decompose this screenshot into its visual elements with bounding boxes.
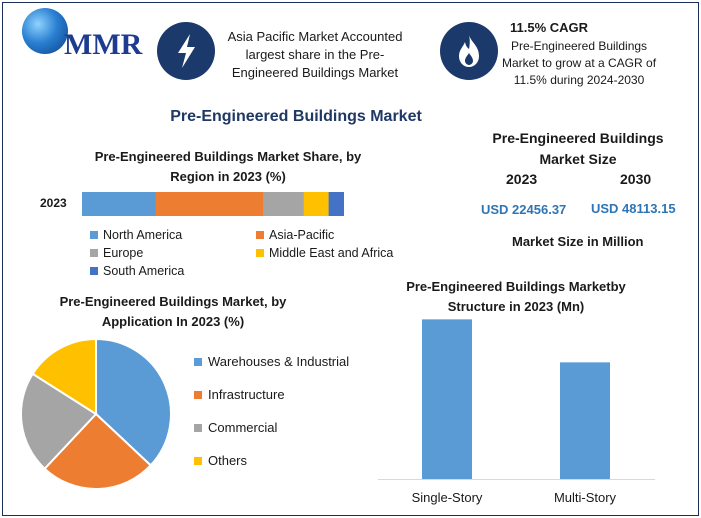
- globe-logo-icon: [22, 8, 68, 54]
- legend-swatch: [90, 249, 98, 257]
- highlight-asia-pacific: Asia Pacific Market Accounted largest sh…: [227, 29, 403, 80]
- region-bar-segment-south-america: [328, 192, 344, 216]
- pie-slice-infrastructure: [43, 412, 153, 490]
- pie-slice-commercial: [20, 372, 98, 471]
- legend-label: Asia-Pacific: [269, 228, 335, 242]
- market-size-year-2030: 2030: [620, 171, 652, 187]
- region-bar-segment-europe: [263, 192, 304, 216]
- legend-swatch: [256, 249, 264, 257]
- pie-slice-others: [31, 337, 97, 416]
- legend-label: Infrastructure: [208, 387, 285, 402]
- region-legend-item-asia-pacific: Asia-Pacific: [256, 228, 334, 242]
- region-legend-item-europe: Europe: [90, 246, 143, 260]
- legend-swatch: [90, 267, 98, 275]
- legend-swatch: [256, 231, 264, 239]
- structure-bar-single-story: [422, 319, 472, 479]
- region-chart-category: 2023: [40, 196, 67, 210]
- legend-label: South America: [103, 264, 185, 278]
- legend-label: Warehouses & Industrial: [208, 354, 350, 369]
- legend-swatch: [194, 456, 202, 465]
- legend-label: North America: [103, 228, 183, 242]
- legend-swatch: [194, 390, 202, 399]
- region-bar-segment-north-america: [82, 192, 156, 216]
- page-title: Pre-Engineered Buildings Market: [170, 108, 422, 125]
- application-legend-item-infrastructure: Infrastructure: [194, 387, 285, 402]
- legend-label: Europe: [103, 246, 144, 260]
- market-size-year-2023: 2023: [506, 171, 538, 187]
- legend-label: Others: [208, 453, 248, 468]
- application-legend-item-warehouses-industrial: Warehouses & Industrial: [194, 354, 349, 369]
- legend-swatch: [194, 423, 202, 432]
- market-size-note: Market Size in Million: [512, 234, 644, 249]
- legend-label: Middle East and Africa: [269, 246, 394, 260]
- lightning-icon: [157, 22, 215, 80]
- market-size-title: Pre-Engineered Buildings Market Size: [492, 130, 664, 167]
- pie-slice-warehouses-industrial: [95, 337, 172, 467]
- region-bar-segment-asia-pacific: [155, 192, 264, 216]
- region-legend-item-south-america: South America: [90, 264, 184, 278]
- market-size-value-2030: USD 48113.15: [591, 201, 676, 216]
- cagr-title: 11.5% CAGR: [510, 20, 589, 35]
- legend-label: Commercial: [208, 420, 278, 435]
- application-chart-title: Pre-Engineered Buildings Market, by Appl…: [59, 294, 287, 329]
- market-size-value-2023: USD 22456.37: [481, 202, 567, 217]
- cagr-text: Pre-Engineered Buildings Market to grow …: [501, 39, 657, 87]
- logo-text: MMR: [64, 28, 143, 61]
- structure-chart-title: Pre-Engineered Buildings Marketby Struct…: [406, 279, 626, 314]
- structure-category-label-single-story: Single-Story: [411, 490, 483, 505]
- region-legend-item-middle-east-and-africa: Middle East and Africa: [256, 246, 393, 260]
- structure-bar-multi-story: [560, 362, 610, 479]
- legend-swatch: [194, 357, 202, 366]
- application-legend-item-others: Others: [194, 453, 247, 468]
- structure-category-label-multi-story: Multi-Story: [553, 490, 617, 505]
- flame-icon: [440, 22, 498, 80]
- region-bar-segment-middle-east-and-africa: [303, 192, 329, 216]
- legend-swatch: [90, 231, 98, 239]
- application-legend-item-commercial: Commercial: [194, 420, 277, 435]
- region-legend-item-north-america: North America: [90, 228, 182, 242]
- region-chart-title: Pre-Engineered Buildings Market Share, b…: [94, 149, 362, 184]
